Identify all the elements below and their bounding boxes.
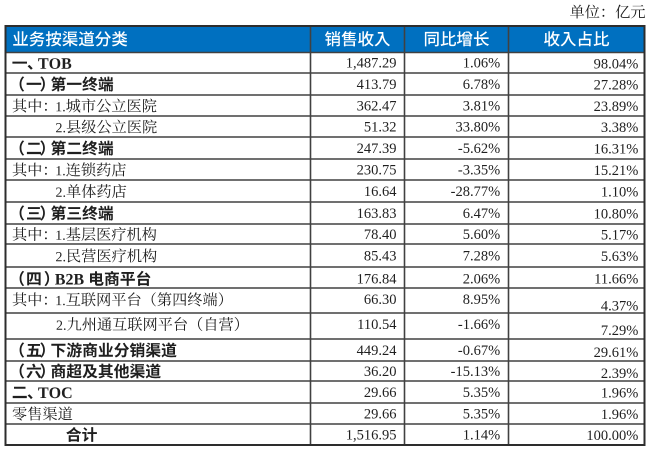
svg-text:23.89%: 23.89% <box>594 99 639 115</box>
svg-text:11.66%: 11.66% <box>594 271 638 287</box>
svg-text:6.78%: 6.78% <box>463 77 500 93</box>
svg-text:-1.66%: -1.66% <box>458 317 500 333</box>
svg-text:8.95%: 8.95% <box>463 292 500 308</box>
svg-text:15.21%: 15.21% <box>594 163 639 179</box>
svg-text:29.66: 29.66 <box>364 385 397 401</box>
svg-text:3.38%: 3.38% <box>601 120 638 136</box>
svg-text:5.60%: 5.60% <box>463 227 500 243</box>
svg-text:33.80%: 33.80% <box>455 119 500 135</box>
svg-text:7.29%: 7.29% <box>601 323 638 339</box>
svg-text:78.40: 78.40 <box>364 227 397 243</box>
svg-text:2.39%: 2.39% <box>601 366 638 382</box>
svg-text:-15.13%: -15.13% <box>451 364 501 380</box>
svg-text:51.32: 51.32 <box>364 119 397 135</box>
svg-text:110.54: 110.54 <box>357 317 397 333</box>
svg-text:16.31%: 16.31% <box>594 142 639 158</box>
svg-text:98.04%: 98.04% <box>594 56 639 72</box>
svg-text:29.66: 29.66 <box>364 406 397 422</box>
svg-text:5.63%: 5.63% <box>601 249 638 265</box>
svg-text:1.06%: 1.06% <box>463 56 500 72</box>
svg-text:247.39: 247.39 <box>357 141 397 157</box>
svg-text:3.81%: 3.81% <box>463 98 500 114</box>
svg-text:2.06%: 2.06% <box>463 271 500 287</box>
svg-text:36.20: 36.20 <box>364 364 397 380</box>
svg-text:29.61%: 29.61% <box>594 345 639 361</box>
svg-text:16.64: 16.64 <box>364 184 397 200</box>
svg-text:10.80%: 10.80% <box>594 207 639 223</box>
svg-text:7.28%: 7.28% <box>463 248 500 264</box>
svg-text:176.84: 176.84 <box>357 271 398 287</box>
svg-text:4.37%: 4.37% <box>601 299 638 315</box>
svg-text:6.47%: 6.47% <box>463 206 500 222</box>
svg-text:85.43: 85.43 <box>364 248 397 264</box>
svg-text:1,516.95: 1,516.95 <box>346 427 397 443</box>
svg-text:-28.77%: -28.77% <box>451 184 501 200</box>
svg-text:1.96%: 1.96% <box>601 386 638 402</box>
svg-text:163.83: 163.83 <box>357 206 397 222</box>
svg-text:27.28%: 27.28% <box>594 78 639 94</box>
svg-text:1.10%: 1.10% <box>601 185 638 201</box>
svg-text:5.17%: 5.17% <box>601 228 638 244</box>
svg-text:362.47: 362.47 <box>357 98 397 114</box>
svg-text:1.14%: 1.14% <box>463 427 500 443</box>
svg-text:-0.67%: -0.67% <box>458 343 500 359</box>
svg-text:230.75: 230.75 <box>357 162 397 178</box>
svg-text:-3.35%: -3.35% <box>458 162 500 178</box>
svg-text:1,487.29: 1,487.29 <box>346 56 397 72</box>
svg-text:66.30: 66.30 <box>364 292 397 308</box>
svg-text:1.96%: 1.96% <box>601 407 638 423</box>
svg-text:-5.62%: -5.62% <box>458 141 500 157</box>
svg-text:413.79: 413.79 <box>357 77 397 93</box>
svg-text:449.24: 449.24 <box>357 343 398 359</box>
svg-text:5.35%: 5.35% <box>463 406 500 422</box>
svg-text:100.00%: 100.00% <box>586 428 638 444</box>
svg-text:5.35%: 5.35% <box>463 385 500 401</box>
